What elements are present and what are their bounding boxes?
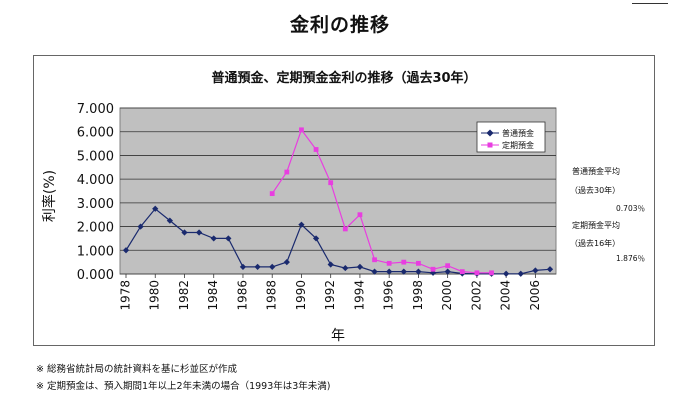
futsu-average-label: 普通預金平均 <box>572 166 620 176</box>
x-tick-label: 1982 <box>177 280 191 311</box>
y-tick-label: 1.000 <box>77 244 114 259</box>
x-tick-label: 1990 <box>294 280 308 311</box>
y-tick-label: 2.000 <box>77 221 114 236</box>
y-tick-label: 6.000 <box>77 126 114 141</box>
data-point-teiki <box>372 257 377 263</box>
chart-svg: 普通預金、定期預金金利の推移（過去30年） 7.000 6.000 5.000 4.0… <box>41 70 645 344</box>
x-tick-label: 1992 <box>323 280 337 311</box>
data-point-teiki <box>357 212 363 218</box>
data-point-teiki <box>445 263 451 269</box>
y-tick-label: 3.000 <box>77 197 114 212</box>
x-tick-label: 1988 <box>265 280 279 311</box>
data-point-teiki <box>401 259 407 265</box>
legend-label-futsu: 普通預金 <box>502 128 534 138</box>
x-tick-label: 1984 <box>206 280 220 311</box>
corner-mark <box>632 0 668 4</box>
x-tick-label: 1980 <box>148 280 162 311</box>
x-tick-label: 1996 <box>382 280 396 311</box>
y-tick-label: 4.000 <box>77 173 114 188</box>
legend-label-teiki: 定期預金 <box>502 140 534 150</box>
legend-marker-futsu <box>486 129 494 137</box>
series-line-teiki <box>271 128 492 274</box>
x-tick-label: 2004 <box>499 280 513 311</box>
y-tick-label: 7.000 <box>77 102 114 117</box>
legend-marker-teiki <box>487 142 493 148</box>
footnotes: ※ 総務省統計局の統計資料を基に杉並区が作成 ※ 定期預金は、預入期間1年以上2… <box>36 361 331 395</box>
futsu-average-value: 0.703％ <box>616 204 645 213</box>
data-point-teiki <box>430 266 436 272</box>
x-tick-label: 1994 <box>352 280 366 311</box>
page-title: 金利の推移 <box>289 14 390 36</box>
x-tick-label: 1986 <box>235 280 249 311</box>
x-tick-label: 2002 <box>469 280 483 311</box>
teiki-average-value: 1.876％ <box>616 254 645 263</box>
data-point-teiki <box>269 191 275 197</box>
data-point-teiki <box>328 180 334 186</box>
y-tick-label: 0.000 <box>77 268 114 283</box>
data-point-teiki <box>342 226 348 232</box>
data-point-futsu <box>239 263 247 270</box>
footnote-source: ※ 総務省統計局の統計資料を基に杉並区が作成 <box>36 364 237 375</box>
data-point-futsu <box>181 229 188 236</box>
data-point-futsu <box>210 235 217 242</box>
averages-panel: 普通預金平均 （過去30年） 0.703％ 定期預金平均 （過去16年） 1.8… <box>570 166 645 263</box>
chart-frame: 普通預金、定期預金金利の推移（過去30年） 7.000 6.000 5.000 4.0… <box>33 55 655 346</box>
footnote-teiki-condition: ※ 定期預金は、預入期間1年以上2年未満の場合（1993年は3年未満) <box>36 381 331 392</box>
x-tick-label: 1998 <box>411 280 425 311</box>
y-axis-ticks: 7.000 6.000 5.000 4.000 3.000 2.000 1.000 0.000 <box>77 102 114 283</box>
x-tick-label: 1978 <box>119 280 133 311</box>
x-axis-label: 年 <box>331 328 345 344</box>
data-point-teiki <box>386 260 392 266</box>
legend: 普通預金 定期預金 <box>476 121 546 153</box>
x-tick-label: 2000 <box>440 280 454 311</box>
x-tick-label: 2006 <box>528 280 542 311</box>
y-tick-label: 5.000 <box>77 149 114 164</box>
data-point-teiki <box>299 127 304 133</box>
data-point-teiki <box>474 270 480 276</box>
data-point-teiki <box>489 270 494 276</box>
y-axis-label: 利率(%) <box>41 170 58 222</box>
data-point-futsu <box>503 270 510 277</box>
futsu-average-period: （過去30年） <box>570 185 620 195</box>
x-axis-ticks: 1978 1980 1982 1984 1986 1988 1990 1992 1994 1996… <box>119 274 542 311</box>
chart-title: 普通預金、定期預金金利の推移（過去30年） <box>211 70 476 86</box>
data-point-teiki <box>313 147 319 152</box>
data-point-teiki <box>416 260 421 266</box>
data-point-teiki <box>284 169 290 175</box>
data-point-teiki <box>459 269 465 275</box>
teiki-average-label: 定期預金平均 <box>572 220 620 230</box>
teiki-average-period: （過去16年） <box>570 238 620 248</box>
